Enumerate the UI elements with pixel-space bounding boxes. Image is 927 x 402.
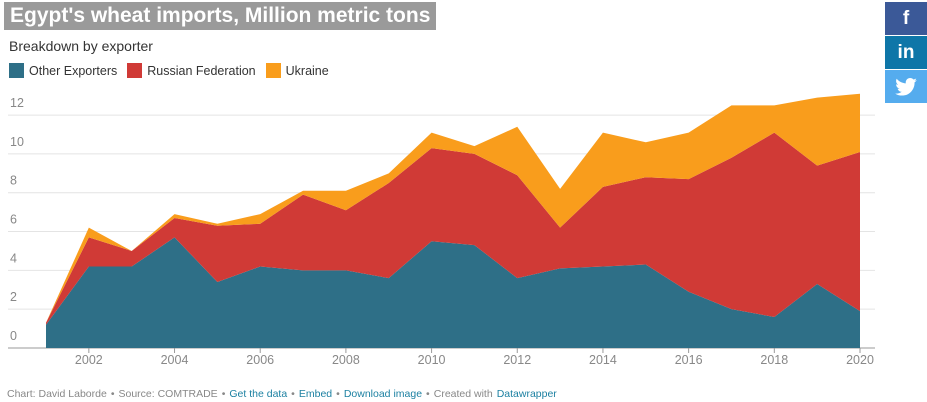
footer-link[interactable]: Embed xyxy=(298,388,333,400)
legend-item: Ukraine xyxy=(265,63,329,78)
x-tick-label: 2020 xyxy=(846,353,874,367)
footer-separator: • xyxy=(221,388,226,400)
y-tick-label: 10 xyxy=(10,135,24,149)
x-tick-label: 2002 xyxy=(75,353,103,367)
legend-label: Ukraine xyxy=(285,63,329,78)
footer-separator: • xyxy=(336,388,340,400)
footer: Chart: David Laborde • Source: COMTRADE • Ge… xyxy=(7,388,557,400)
y-tick-label: 6 xyxy=(10,213,17,227)
y-tick-label: 0 xyxy=(10,329,17,343)
footer-link[interactable]: Datawrapper xyxy=(496,388,557,400)
linkedin-button[interactable]: in xyxy=(885,36,927,69)
facebook-button[interactable]: f xyxy=(885,2,927,35)
legend-label: Russian Federation xyxy=(147,63,256,78)
legend-label: Other Exporters xyxy=(29,63,118,78)
legend-swatch xyxy=(127,63,143,78)
x-tick-label: 2004 xyxy=(161,353,189,367)
x-tick-label: 2018 xyxy=(760,353,788,367)
chart-title: Egypt's wheat imports, Million metric to… xyxy=(4,2,437,30)
footer-text: Chart: David Laborde xyxy=(7,388,107,400)
legend-item: Russian Federation xyxy=(127,63,256,78)
twitter-button[interactable] xyxy=(885,70,927,103)
x-tick-label: 2014 xyxy=(589,353,617,367)
chart-subtitle: Breakdown by exporter xyxy=(9,38,153,54)
footer-separator: • xyxy=(291,388,295,400)
twitter-icon xyxy=(895,77,917,96)
x-tick-label: 2008 xyxy=(332,353,360,367)
area xyxy=(46,237,860,348)
footer-separator: • xyxy=(426,388,430,400)
chart: 0 2 4 6 8 10 12 2002 2004 2006 2008 2010 2012 2014 201… xyxy=(8,93,875,367)
legend-swatch xyxy=(265,63,281,78)
x-tick-label: 2006 xyxy=(246,353,274,367)
x-tick-label: 2016 xyxy=(675,353,703,367)
footer-text: Created with xyxy=(433,388,493,400)
footer-link[interactable]: Download image xyxy=(343,388,423,400)
y-tick-label: 4 xyxy=(10,251,17,265)
footer-link[interactable]: Get the data xyxy=(229,388,288,400)
footer-text: Source: COMTRADE xyxy=(118,388,218,400)
y-tick-label: 12 xyxy=(10,96,24,110)
x-tick-label: 2010 xyxy=(418,353,446,367)
legend-item: Other Exporters xyxy=(9,63,117,78)
area xyxy=(46,93,860,323)
x-tick-label: 2012 xyxy=(503,353,531,367)
legend-swatch xyxy=(9,63,24,78)
y-tick-label: 2 xyxy=(10,290,17,304)
area xyxy=(46,132,860,325)
y-tick-label: 8 xyxy=(10,174,17,188)
legend: Other Exporters Russian Federation Ukraine xyxy=(9,63,329,78)
footer-separator: • xyxy=(110,388,115,400)
